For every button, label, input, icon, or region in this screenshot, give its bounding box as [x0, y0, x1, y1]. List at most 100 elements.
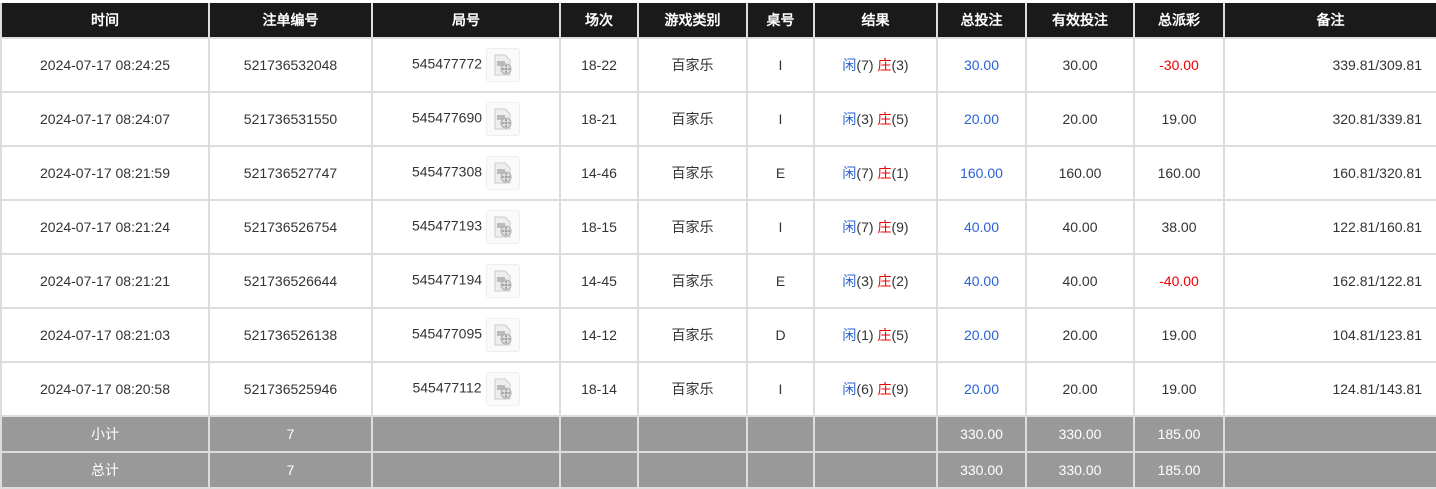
header-valid-bet[interactable]: 有效投注 [1025, 3, 1135, 39]
round-number-cell: 545477112 [371, 361, 561, 417]
shoe-cell: 14-46 [559, 145, 639, 201]
total-bet: 330.00 [936, 451, 1027, 489]
table-row: 2024-07-17 08:21:24 521736526754 5454771… [0, 199, 1436, 255]
shoe-cell: 18-21 [559, 91, 639, 147]
table-row: 2024-07-17 08:21:21 521736526644 5454771… [0, 253, 1436, 309]
player-score: (1) [856, 327, 874, 343]
player-score: (6) [856, 381, 874, 397]
table-number-cell: E [746, 253, 815, 309]
table-row: 2024-07-17 08:21:59 521736527747 5454773… [0, 145, 1436, 201]
banker-label: 庄 [877, 111, 892, 127]
round-number-cell: 545477308 [371, 145, 561, 201]
banker-score: (2) [891, 273, 909, 289]
round-number-cell: 545477193 [371, 199, 561, 255]
total-row: 总计 7 330.00 330.00 185.00 [0, 451, 1436, 489]
header-total-payout[interactable]: 总派彩 [1133, 3, 1225, 39]
round-number: 545477690 [411, 109, 483, 126]
total-label: 总计 [0, 451, 210, 489]
banker-label: 庄 [877, 327, 892, 343]
valid-bet-cell: 160.00 [1025, 145, 1135, 201]
banker-label: 庄 [877, 165, 892, 181]
total-bet-cell: 20.00 [936, 91, 1027, 147]
shoe-cell: 14-45 [559, 253, 639, 309]
subtotal-count: 7 [208, 415, 373, 453]
video-replay-icon[interactable] [486, 264, 521, 298]
banker-label: 庄 [877, 219, 892, 235]
header-order-number[interactable]: 注单编号 [208, 3, 373, 39]
header-result[interactable]: 结果 [813, 3, 938, 39]
banker-score: (1) [891, 165, 909, 181]
round-number: 545477193 [411, 217, 483, 234]
total-valid: 330.00 [1025, 451, 1135, 489]
player-label: 闲 [842, 327, 857, 343]
note-cell: 124.81/143.81 [1223, 361, 1436, 417]
total-bet-cell: 20.00 [936, 361, 1027, 417]
game-type-cell: 百家乐 [637, 91, 748, 147]
shoe-cell: 18-14 [559, 361, 639, 417]
round-number-cell: 545477772 [371, 37, 561, 93]
video-replay-icon[interactable] [486, 318, 521, 352]
order-number-cell: 521736525946 [208, 361, 373, 417]
video-replay-icon[interactable] [486, 102, 521, 136]
payout-cell: 19.00 [1133, 91, 1225, 147]
payout-cell: 19.00 [1133, 307, 1225, 363]
header-shoe[interactable]: 场次 [559, 3, 639, 39]
shoe-cell: 18-15 [559, 199, 639, 255]
table-number-cell: I [746, 37, 815, 93]
result-cell: 闲(6) 庄(9) [813, 361, 938, 417]
banker-label: 庄 [877, 381, 892, 397]
result-cell: 闲(3) 庄(5) [813, 91, 938, 147]
payout-cell: 38.00 [1133, 199, 1225, 255]
subtotal-bet: 330.00 [936, 415, 1027, 453]
player-score: (3) [856, 111, 874, 127]
video-replay-icon[interactable] [486, 156, 521, 190]
total-bet-cell: 40.00 [936, 199, 1027, 255]
total-bet-cell: 30.00 [936, 37, 1027, 93]
order-number-cell: 521736526754 [208, 199, 373, 255]
result-cell: 闲(7) 庄(1) [813, 145, 938, 201]
player-label: 闲 [842, 57, 857, 73]
note-cell: 339.81/309.81 [1223, 37, 1436, 93]
time-cell: 2024-07-17 08:21:59 [0, 145, 210, 201]
time-cell: 2024-07-17 08:21:21 [0, 253, 210, 309]
header-total-bet[interactable]: 总投注 [936, 3, 1027, 39]
total-bet-cell: 40.00 [936, 253, 1027, 309]
valid-bet-cell: 40.00 [1025, 199, 1135, 255]
header-time[interactable]: 时间 [0, 3, 210, 39]
table-number-cell: I [746, 199, 815, 255]
table-header: 时间 注单编号 局号 场次 游戏类别 桌号 结果 总投注 有效投注 总派彩 备注 [0, 3, 1436, 39]
total-count: 7 [208, 451, 373, 489]
game-type-cell: 百家乐 [637, 253, 748, 309]
table-number-cell: E [746, 145, 815, 201]
payout-cell: 160.00 [1133, 145, 1225, 201]
player-label: 闲 [842, 381, 857, 397]
round-number: 545477095 [411, 325, 483, 342]
player-score: (7) [856, 57, 874, 73]
header-note[interactable]: 备注 [1223, 3, 1436, 39]
table-row: 2024-07-17 08:24:25 521736532048 5454777… [0, 37, 1436, 93]
payout-cell: -30.00 [1133, 37, 1225, 93]
shoe-cell: 18-22 [559, 37, 639, 93]
note-cell: 320.81/339.81 [1223, 91, 1436, 147]
table-number-cell: D [746, 307, 815, 363]
banker-label: 庄 [877, 273, 892, 289]
order-number-cell: 521736531550 [208, 91, 373, 147]
round-number-cell: 545477194 [371, 253, 561, 309]
total-bet-cell: 160.00 [936, 145, 1027, 201]
banker-label: 庄 [877, 57, 892, 73]
subtotal-row: 小计 7 330.00 330.00 185.00 [0, 415, 1436, 453]
video-replay-icon[interactable] [486, 48, 521, 82]
bet-records-table: 时间 注单编号 局号 场次 游戏类别 桌号 结果 总投注 有效投注 总派彩 备注 2024-07-1… [0, 3, 1436, 489]
note-cell: 162.81/122.81 [1223, 253, 1436, 309]
banker-score: (9) [891, 381, 909, 397]
game-type-cell: 百家乐 [637, 37, 748, 93]
shoe-cell: 14-12 [559, 307, 639, 363]
header-game-type[interactable]: 游戏类别 [637, 3, 748, 39]
header-table-number[interactable]: 桌号 [746, 3, 815, 39]
payout-cell: -40.00 [1133, 253, 1225, 309]
video-replay-icon[interactable] [485, 372, 520, 406]
valid-bet-cell: 20.00 [1025, 361, 1135, 417]
table-row: 2024-07-17 08:24:07 521736531550 5454776… [0, 91, 1436, 147]
video-replay-icon[interactable] [486, 210, 521, 244]
header-round-number[interactable]: 局号 [371, 3, 561, 39]
